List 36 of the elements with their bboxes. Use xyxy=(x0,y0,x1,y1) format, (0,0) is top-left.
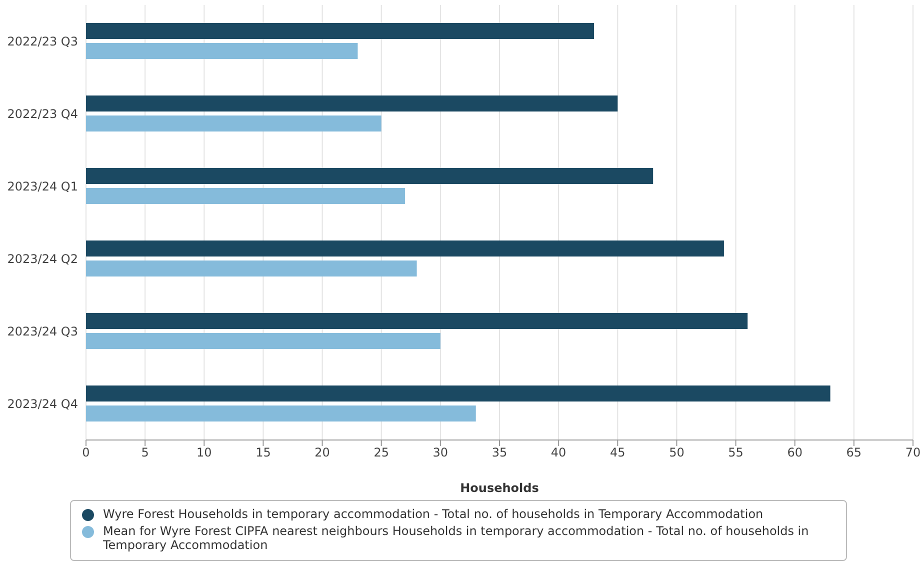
y-tick-label: 2022/23 Q3 xyxy=(7,34,78,49)
x-tick-label: 30 xyxy=(432,446,448,460)
bar xyxy=(86,116,382,132)
legend-label: Mean for Wyre Forest CIPFA nearest neighbours Households in temporary accommodation - Total no. of households in Temporary Accommodation xyxy=(103,524,810,552)
bar xyxy=(86,96,618,112)
bar xyxy=(86,168,654,184)
bar xyxy=(86,43,358,59)
x-tick-label: 25 xyxy=(374,446,389,460)
x-tick-label: 65 xyxy=(846,446,862,460)
x-tick-label: 70 xyxy=(905,446,921,460)
x-axis-title: Households xyxy=(460,481,539,495)
x-tick-label: 35 xyxy=(492,446,508,460)
x-tick-label: 15 xyxy=(256,446,271,460)
x-tick-label: 10 xyxy=(196,446,212,460)
bar xyxy=(86,188,405,204)
y-tick-label: 2023/24 Q2 xyxy=(7,252,78,266)
x-tick-label: 20 xyxy=(314,446,330,460)
x-tick-label: 0 xyxy=(82,446,90,460)
x-tick-label: 50 xyxy=(669,446,684,460)
y-tick-label: 2022/23 Q4 xyxy=(7,107,78,122)
bar xyxy=(86,23,594,39)
x-tick-label: 40 xyxy=(550,446,566,460)
y-tick-label: 2023/24 Q1 xyxy=(7,180,78,194)
y-tick-label: 2023/24 Q4 xyxy=(7,397,78,412)
x-tick-label: 45 xyxy=(610,446,626,460)
bar xyxy=(86,386,830,402)
bar xyxy=(86,313,748,329)
bar xyxy=(86,406,476,422)
bar xyxy=(86,333,440,349)
y-tick-label: 2023/24 Q3 xyxy=(7,324,78,339)
x-tick-label: 5 xyxy=(141,446,149,460)
x-tick-label: 60 xyxy=(787,446,802,460)
bar xyxy=(86,240,724,256)
bar xyxy=(86,260,417,276)
legend-label: Wyre Forest Households in temporary accommodation - Total no. of households in Temporary Accommodation xyxy=(103,507,764,521)
x-tick-label: 55 xyxy=(728,446,744,460)
